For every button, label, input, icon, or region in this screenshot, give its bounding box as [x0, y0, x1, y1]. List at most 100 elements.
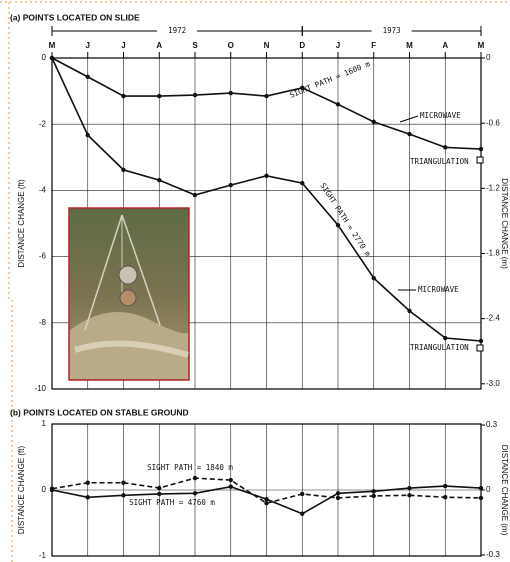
y-tick-label: -2 — [39, 119, 47, 128]
data-point — [335, 495, 341, 501]
year-label: 1972 — [168, 26, 186, 35]
y2-tick-label: -0.6 — [486, 118, 500, 127]
data-point — [228, 484, 233, 489]
x-tick-label: S — [192, 41, 198, 50]
data-point — [49, 487, 55, 493]
data-point — [157, 491, 162, 497]
data-point — [264, 501, 269, 506]
data-point — [228, 477, 233, 483]
x-tick-label: M — [49, 41, 56, 50]
y-tick-label: -4 — [39, 186, 47, 195]
data-point — [157, 485, 162, 491]
data-point — [264, 93, 269, 99]
x-tick-label: F — [371, 41, 376, 50]
data-point — [85, 132, 90, 138]
y-tick-label: -10 — [34, 384, 46, 393]
y-tick-label: -6 — [39, 252, 47, 261]
data-point — [228, 90, 233, 96]
data-point — [157, 177, 162, 183]
data-point — [443, 145, 448, 150]
y-axis-label: DISTANCE CHANGE (ft) — [17, 179, 26, 268]
data-point — [407, 308, 412, 314]
x-tick-label: O — [228, 41, 234, 50]
data-point — [264, 173, 269, 179]
x-tick-label: M — [406, 41, 413, 50]
y2-tick-label: -1.8 — [486, 249, 500, 258]
data-point — [478, 485, 484, 491]
y-axis-label: DISTANCE CHANGE (ft) — [17, 446, 26, 535]
data-point — [300, 180, 305, 186]
data-point — [85, 495, 90, 500]
data-point — [157, 93, 162, 99]
data-point — [478, 146, 484, 152]
y-tick-label: 0 — [42, 485, 47, 494]
data-point — [300, 85, 305, 90]
chart-title: (b) POINTS LOCATED ON STABLE GROUND — [10, 407, 189, 417]
data-point — [300, 491, 305, 497]
data-point — [407, 485, 412, 491]
x-tick-label: J — [336, 41, 340, 50]
y2-axis-label: DISTANCE CHANGE (m) — [500, 178, 509, 269]
y2-tick-label: 0.3 — [486, 420, 498, 429]
x-tick-label: J — [121, 41, 125, 50]
data-point — [121, 493, 126, 498]
y2-tick-label: -0.3 — [486, 550, 500, 559]
data-point — [192, 475, 198, 481]
data-point — [335, 102, 341, 107]
data-point — [300, 511, 305, 516]
y2-tick-label: -3.0 — [486, 379, 500, 388]
y-tick-label: 0 — [42, 53, 47, 62]
data-point — [407, 493, 412, 498]
y2-axis-label: DISTANCE CHANGE (m) — [500, 445, 509, 536]
data-point — [335, 222, 341, 228]
data-point — [371, 119, 376, 125]
year-label: 1973 — [383, 26, 401, 35]
y2-tick-label: 0 — [486, 53, 491, 62]
data-point — [49, 55, 55, 61]
y-tick-label: -8 — [39, 318, 47, 327]
y2-tick-label: 0 — [486, 485, 491, 494]
data-point — [478, 495, 484, 501]
data-point — [192, 92, 198, 98]
data-point — [121, 167, 126, 173]
data-point — [335, 491, 341, 496]
x-tick-label: M — [478, 41, 485, 50]
data-point — [371, 489, 376, 494]
y-tick-label: -1 — [39, 551, 47, 560]
annotation: MICROWAVE — [418, 285, 459, 294]
data-point — [443, 335, 448, 341]
data-point — [121, 480, 126, 485]
y2-tick-label: -2.4 — [486, 314, 500, 323]
x-tick-label: D — [299, 41, 305, 50]
data-point — [371, 275, 376, 281]
data-point — [478, 338, 484, 344]
annotation: TRIANGULATION — [410, 343, 469, 352]
triangulation-marker — [476, 344, 484, 352]
data-point — [371, 493, 376, 499]
annotation: TRIANGULATION — [410, 157, 469, 166]
data-point — [264, 497, 269, 502]
annotation: MICROWAVE — [420, 111, 461, 120]
photo-inset — [68, 207, 190, 381]
annotation-arrow — [399, 115, 419, 123]
y-tick-label: 1 — [42, 419, 47, 428]
data-point — [407, 131, 412, 137]
plot-frame — [51, 57, 482, 390]
data-point — [443, 483, 448, 489]
series-label: SIGHT PATH = 4760 m — [129, 498, 215, 507]
data-point — [192, 491, 198, 496]
data-point — [228, 182, 233, 188]
data-point — [85, 480, 90, 485]
triangulation-marker — [476, 156, 484, 164]
x-tick-label: J — [86, 41, 90, 50]
data-point — [85, 74, 90, 80]
data-point — [192, 192, 198, 198]
x-tick-label: A — [442, 41, 448, 50]
data-point — [443, 495, 448, 500]
x-tick-label: N — [264, 41, 270, 50]
chart-title: (a) POINTS LOCATED ON SLIDE — [10, 12, 140, 22]
y2-tick-label: -1.2 — [486, 183, 500, 192]
x-tick-label: A — [156, 41, 162, 50]
data-point — [121, 93, 126, 99]
